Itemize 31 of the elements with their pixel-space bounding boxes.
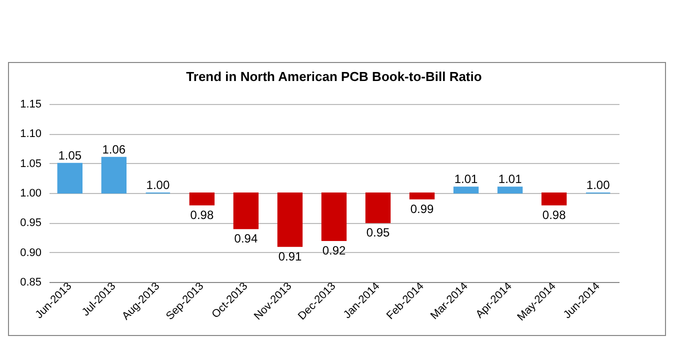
y-tick-label: 1.15 [20,98,42,110]
data-label: 0.95 [366,226,390,240]
y-tick-label: 1.05 [20,158,42,170]
data-label: 1.00 [146,178,170,192]
data-label: 1.00 [586,178,610,192]
bar [233,192,259,230]
data-label: 1.05 [58,148,82,162]
data-label: 0.91 [278,249,302,264]
bar [365,192,391,224]
data-label: 0.99 [410,202,434,216]
bar [409,192,435,200]
bar [57,162,83,194]
bar [321,192,347,241]
bar [541,192,567,206]
bar [101,156,127,194]
y-tick-label: 0.90 [20,246,42,259]
bar [189,192,215,206]
data-label: 1.01 [498,172,522,186]
data-label: 0.92 [322,243,346,258]
bar [453,186,479,194]
data-label: 1.01 [454,172,478,186]
y-tick-label: 1.10 [20,128,42,140]
chart-title: Trend in North American PCB Book-to-Bill Ratio [186,69,482,84]
y-tick-label: 0.95 [20,217,42,230]
bar [277,192,303,247]
y-tick-label: 1.00 [20,188,42,200]
data-label: 1.06 [102,142,126,156]
bar [497,186,523,194]
data-label: 0.98 [542,208,566,222]
data-label: 0.98 [190,208,214,222]
data-label: 0.94 [234,232,258,246]
